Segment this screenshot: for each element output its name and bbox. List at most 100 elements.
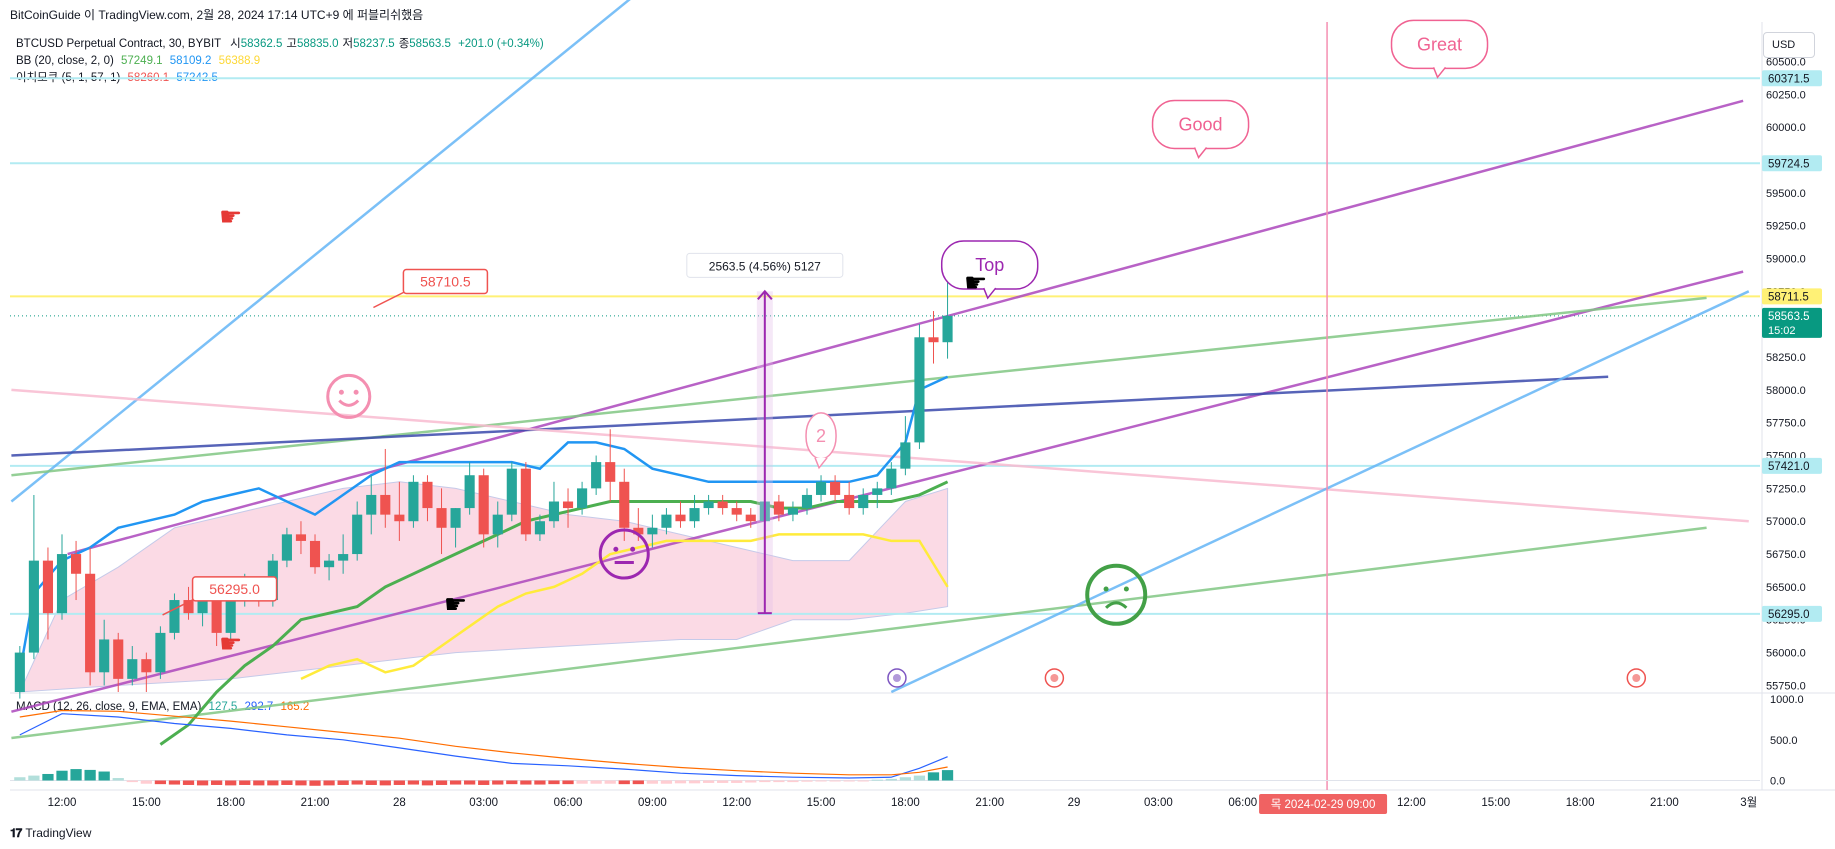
bubble-text-2: Top	[975, 255, 1004, 275]
candle	[815, 481, 827, 495]
price-label-box-1	[1762, 155, 1822, 172]
macd-histogram-bar	[674, 780, 687, 784]
callout-box-0	[402, 268, 489, 295]
bb-value-basis: 57249.1	[121, 55, 163, 67]
smiley-face-icon-eye-l	[338, 389, 344, 395]
macd-histogram-bar	[379, 780, 391, 786]
symbol-row[interactable]: BTCUSD Perpetual Contract, 30, BYBIT 시58…	[16, 36, 544, 53]
macd-histogram-bar	[520, 780, 532, 785]
bb-row[interactable]: BB (20, close, 2, 0) 57249.1 58109.2 563…	[16, 53, 544, 70]
macd-histogram-bar	[337, 780, 349, 785]
candle	[872, 488, 883, 495]
macd-histogram-bar	[646, 780, 658, 784]
candle	[169, 600, 180, 633]
candle	[324, 560, 335, 568]
price-label-text-4: 57421.0	[1768, 461, 1810, 473]
pointing-hand-icon: ☛	[964, 267, 987, 297]
macd-histogram-bar	[576, 780, 588, 784]
trend-line-5	[11, 375, 1609, 457]
candle	[942, 315, 953, 343]
measure-label: 2563.5 (4.56%) 5127	[709, 259, 821, 273]
macd-histogram-bar	[618, 780, 630, 785]
price-label-text-1: 59724.5	[1768, 158, 1810, 170]
macd-signal-line	[19, 709, 948, 776]
candle	[211, 586, 222, 633]
tradingview-logo[interactable]: 𝟏𝟕 TradingView	[10, 826, 92, 840]
pointing-hand-icon-glyph: ☛	[219, 629, 242, 659]
time-tick-label: 12:00	[1397, 797, 1426, 809]
macd-histogram-bar	[154, 780, 167, 785]
macd-histogram-bar	[534, 780, 546, 785]
measure-label-box	[686, 252, 844, 278]
time-tick-label: 15:00	[807, 797, 836, 809]
bb-label: BB (20, close, 2, 0)	[16, 55, 114, 67]
time-tick-label: 06:00	[1228, 797, 1257, 809]
ohlc-value-0: 58362.5	[240, 38, 283, 50]
macd-legend[interactable]: MACD (12, 26, close, 9, EMA, EMA) 127.5 …	[16, 701, 309, 713]
time-tick-label: 09:00	[638, 797, 667, 809]
candle	[394, 514, 405, 522]
price-label-text-3: 58563.5	[1768, 311, 1810, 323]
currency-selector[interactable]: USD	[1763, 32, 1815, 58]
candle	[858, 494, 869, 509]
macd-histogram-bar	[927, 772, 940, 781]
callout-text-1: 56295.0	[209, 581, 260, 597]
candle	[591, 462, 602, 489]
time-tick-label: 21:00	[301, 797, 330, 809]
candle	[99, 639, 110, 673]
bb-upper-line	[18, 375, 949, 673]
candle	[28, 560, 39, 653]
candle	[71, 554, 82, 574]
ohlc-label-3: 종	[398, 38, 410, 50]
macd-histogram-bar	[140, 780, 152, 784]
neutral-face-icon-eye-r	[630, 546, 636, 552]
candle	[127, 659, 138, 679]
price-label-box-0	[1762, 70, 1822, 87]
macd-histogram-bar	[351, 780, 363, 785]
candle	[295, 534, 307, 541]
candle	[928, 337, 939, 343]
ichimoku-cloud	[18, 481, 949, 693]
macd-histogram-bar	[421, 780, 434, 786]
candle	[787, 508, 798, 515]
sad-face-icon-mouth	[1105, 601, 1128, 609]
ohlc-value-3: 58563.5	[409, 38, 451, 50]
pointing-hand-icon: ☛	[219, 202, 242, 232]
candle	[14, 652, 25, 692]
macd-histogram-bar	[295, 780, 307, 786]
pointing-hand-icon-glyph: ☛	[444, 589, 467, 619]
candle	[478, 475, 489, 535]
macd-tick-label: 1000.0	[1770, 694, 1804, 706]
time-tick-label: 18:00	[216, 797, 245, 809]
bubble-tail-2	[983, 287, 997, 300]
price-change: +201.0 (+0.34%)	[458, 38, 544, 50]
macd-histogram-bar	[492, 780, 504, 785]
macd-histogram-bar	[885, 778, 897, 781]
candle	[183, 600, 194, 614]
macd-histogram-bar	[281, 780, 293, 785]
price-tick-label: 58000.0	[1766, 385, 1806, 397]
macd-histogram-bar	[506, 780, 518, 785]
time-tick-label: 18:00	[1566, 797, 1595, 809]
time-tick-label: 06:00	[554, 797, 583, 809]
pointing-hand-icon: ☛	[219, 629, 242, 659]
price-label-box-5	[1762, 605, 1822, 622]
neutral-face-icon	[598, 528, 650, 580]
macd-histogram-bar	[590, 780, 602, 784]
candle	[155, 632, 166, 673]
candle	[717, 501, 728, 509]
candle	[141, 659, 152, 673]
candle	[506, 468, 517, 515]
macd-histogram-bar	[478, 780, 490, 785]
price-tick-label: 60500.0	[1766, 56, 1806, 68]
macd-histogram-bar	[112, 778, 124, 781]
neutral-face-icon-eye-l	[613, 546, 619, 552]
macd-histogram-bar	[393, 780, 405, 785]
candle	[85, 573, 96, 673]
bb-value-lower: 56388.9	[218, 55, 261, 67]
macd-histogram-bar	[717, 780, 729, 783]
lagging-line	[300, 533, 949, 681]
macd-histogram-bar	[702, 780, 715, 783]
macd-histogram-bar	[70, 769, 82, 781]
